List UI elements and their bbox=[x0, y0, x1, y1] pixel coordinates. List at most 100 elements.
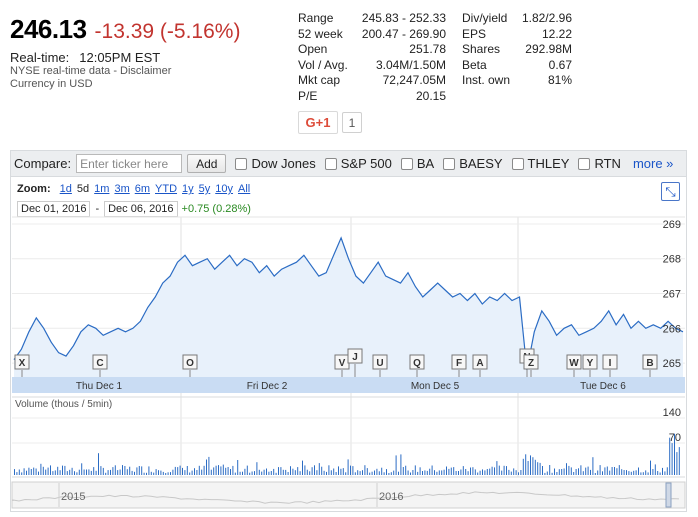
zoom-option[interactable]: 1d bbox=[59, 183, 72, 195]
checkbox-icon[interactable] bbox=[578, 157, 591, 170]
more-compare-link[interactable]: more » bbox=[632, 156, 674, 171]
volume-bar bbox=[198, 465, 200, 475]
zoom-option[interactable]: 3m bbox=[114, 183, 130, 195]
volume-bar bbox=[616, 468, 618, 475]
compare-ticker-option[interactable]: Dow Jones bbox=[235, 156, 316, 171]
event-marker[interactable]: Q bbox=[409, 354, 425, 370]
checkbox-icon[interactable] bbox=[324, 157, 337, 170]
volume-bar bbox=[479, 470, 481, 475]
volume-bar bbox=[134, 471, 135, 475]
volume-bar bbox=[606, 466, 608, 475]
checkbox-icon[interactable] bbox=[511, 157, 524, 170]
expand-chart-icon[interactable]: ⤡ bbox=[661, 182, 680, 201]
zoom-option[interactable]: YTD bbox=[155, 183, 178, 195]
event-marker-box[interactable] bbox=[409, 354, 425, 370]
event-marker-box[interactable] bbox=[642, 354, 658, 370]
event-marker[interactable]: B bbox=[642, 354, 658, 370]
compare-ticker-input[interactable] bbox=[76, 154, 183, 173]
volume-bar bbox=[647, 472, 649, 475]
event-marker[interactable]: F bbox=[451, 354, 467, 370]
volume-bar bbox=[189, 472, 191, 475]
volume-bar bbox=[434, 470, 435, 475]
volume-bar bbox=[652, 469, 654, 475]
event-marker-box[interactable] bbox=[451, 354, 467, 370]
volume-bar bbox=[287, 472, 289, 475]
event-marker[interactable]: U bbox=[372, 354, 388, 370]
compare-ticker-option[interactable]: S&P 500 bbox=[324, 156, 392, 171]
compare-ticker-option[interactable]: RTN bbox=[578, 156, 621, 171]
volume-bar bbox=[494, 467, 495, 475]
navigator[interactable] bbox=[11, 481, 686, 509]
zoom-option[interactable]: All bbox=[238, 183, 251, 195]
checkbox-icon[interactable] bbox=[400, 157, 413, 170]
event-marker[interactable]: W bbox=[566, 354, 582, 370]
stat-value: 292.98M bbox=[525, 42, 572, 57]
zoom-option[interactable]: 6m bbox=[134, 183, 151, 195]
navigator-handle[interactable] bbox=[665, 482, 672, 508]
event-marker[interactable]: Z bbox=[523, 354, 539, 370]
volume-bar bbox=[534, 459, 536, 475]
volume-bar bbox=[88, 469, 90, 475]
zoom-option[interactable]: 10y bbox=[215, 183, 234, 195]
compare-ticker-option[interactable]: THLEY bbox=[511, 156, 569, 171]
event-marker-label: J bbox=[352, 352, 358, 363]
event-marker[interactable]: C bbox=[92, 354, 108, 370]
volume-bar bbox=[131, 470, 133, 475]
volume-bar bbox=[496, 461, 498, 475]
volume-bar bbox=[508, 469, 510, 475]
volume-bar bbox=[270, 471, 272, 475]
event-marker[interactable]: X bbox=[14, 354, 30, 370]
event-marker-box[interactable] bbox=[523, 354, 539, 370]
volume-bar bbox=[86, 469, 87, 475]
volume-bar bbox=[182, 467, 183, 475]
event-marker-box[interactable] bbox=[347, 348, 363, 364]
zoom-option[interactable]: 1y bbox=[182, 183, 194, 195]
stat-value: 200.47 - 269.90 bbox=[361, 26, 446, 41]
event-marker-box[interactable] bbox=[472, 354, 488, 370]
volume-bar bbox=[678, 447, 680, 475]
compare-ticker-option[interactable]: BA bbox=[400, 156, 434, 171]
event-marker-box[interactable] bbox=[582, 354, 598, 370]
compare-label: Compare: bbox=[14, 156, 72, 171]
event-marker-box[interactable] bbox=[14, 354, 30, 370]
stat-value: 81% bbox=[547, 73, 572, 88]
zoom-option[interactable]: 1m bbox=[94, 183, 110, 195]
volume-bar bbox=[676, 452, 678, 475]
add-ticker-button[interactable]: Add bbox=[187, 154, 227, 173]
event-marker-box[interactable] bbox=[182, 354, 198, 370]
event-marker[interactable]: J bbox=[347, 348, 363, 364]
exchange-note[interactable]: NYSE real-time data - Disclaimer bbox=[10, 65, 172, 77]
volume-bar bbox=[628, 471, 630, 475]
zoom-option[interactable]: 5d bbox=[76, 183, 90, 195]
checkbox-icon[interactable] bbox=[235, 157, 248, 170]
volume-bar bbox=[340, 468, 342, 475]
volume-bar bbox=[597, 470, 599, 475]
event-marker-box[interactable] bbox=[602, 354, 618, 370]
event-marker[interactable]: I bbox=[602, 354, 618, 370]
event-marker-label: X bbox=[19, 358, 26, 369]
volume-bar bbox=[93, 467, 95, 475]
event-marker-box[interactable] bbox=[372, 354, 388, 370]
event-marker[interactable]: V bbox=[334, 354, 350, 370]
event-marker[interactable]: Y bbox=[582, 354, 598, 370]
stat-row: Range 245.83 - 252.33 bbox=[298, 11, 446, 27]
volume-bar bbox=[282, 469, 284, 475]
event-marker-box[interactable] bbox=[92, 354, 108, 370]
checkbox-icon[interactable] bbox=[443, 157, 456, 170]
volume-bar bbox=[105, 472, 107, 475]
zoom-option[interactable]: 5y bbox=[198, 183, 211, 195]
zoom-controls: Zoom: 1d 5d 1m 3m 6m YTD 1y 5y 10y All bbox=[17, 183, 255, 195]
volume-bar bbox=[244, 468, 246, 475]
volume-bar bbox=[45, 469, 47, 475]
stat-row: Open 251.78 bbox=[298, 42, 446, 58]
date-axis-label: Tue Dec 6 bbox=[580, 381, 626, 392]
compare-ticker-option[interactable]: BAESY bbox=[443, 156, 503, 171]
event-marker-box[interactable] bbox=[566, 354, 582, 370]
volume-bar bbox=[26, 470, 27, 475]
volume-bar bbox=[242, 471, 243, 475]
event-marker[interactable]: O bbox=[182, 354, 198, 370]
event-marker[interactable]: A bbox=[472, 354, 488, 370]
volume-bar bbox=[467, 471, 469, 475]
google-plus-button[interactable]: G+1 bbox=[298, 111, 338, 134]
